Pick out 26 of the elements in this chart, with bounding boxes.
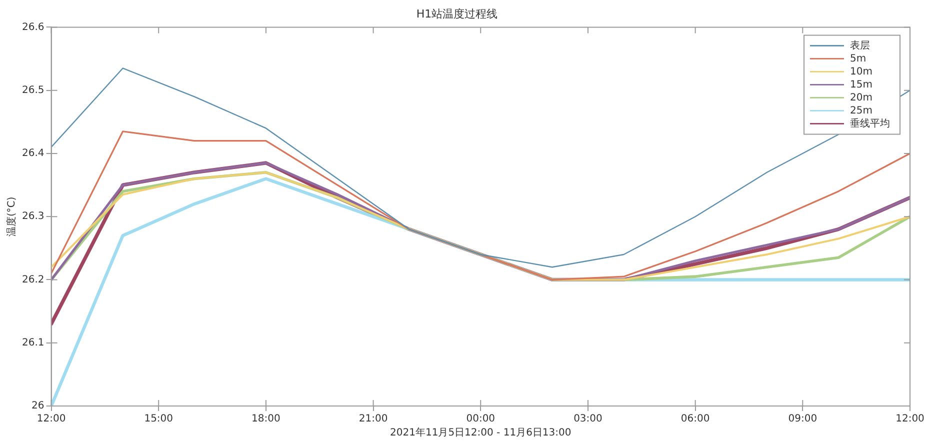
y-tick-label: 26.5 (22, 84, 44, 96)
x-tick-label: 18:00 (252, 414, 280, 425)
x-tick-label: 12:00 (896, 414, 924, 425)
y-tick-label: 26.3 (22, 211, 44, 222)
legend-label: 10m (850, 66, 872, 78)
x-tick-label: 15:00 (144, 414, 174, 425)
legend-label: 25m (850, 105, 872, 116)
legend-label: 5m (850, 53, 866, 64)
x-tick-label: 03:00 (574, 414, 602, 425)
legend-label: 20m (850, 92, 872, 104)
x-tick-label: 09:00 (788, 414, 818, 425)
x-tick-label: 00:00 (466, 414, 496, 425)
y-axis-title: 温度(°C) (6, 196, 18, 236)
legend-label: 垂线平均 (850, 117, 890, 130)
x-tick-label: 06:00 (680, 414, 710, 425)
x-tick-label: 12:00 (36, 414, 66, 425)
chart-title: H1站温度过程线 (416, 7, 498, 20)
y-tick-label: 26.2 (22, 274, 44, 286)
y-tick-label: 26.4 (22, 148, 44, 160)
y-tick-label: 26 (32, 400, 44, 412)
y-tick-label: 26.6 (22, 22, 44, 33)
y-tick-label: 26.1 (22, 337, 44, 348)
legend-label: 15m (850, 79, 872, 90)
x-tick-label: 21:00 (358, 414, 388, 425)
x-axis-title: 2021年11月5日12:00 - 11月6日13:00 (390, 426, 572, 439)
legend-label: 表层 (850, 39, 870, 52)
